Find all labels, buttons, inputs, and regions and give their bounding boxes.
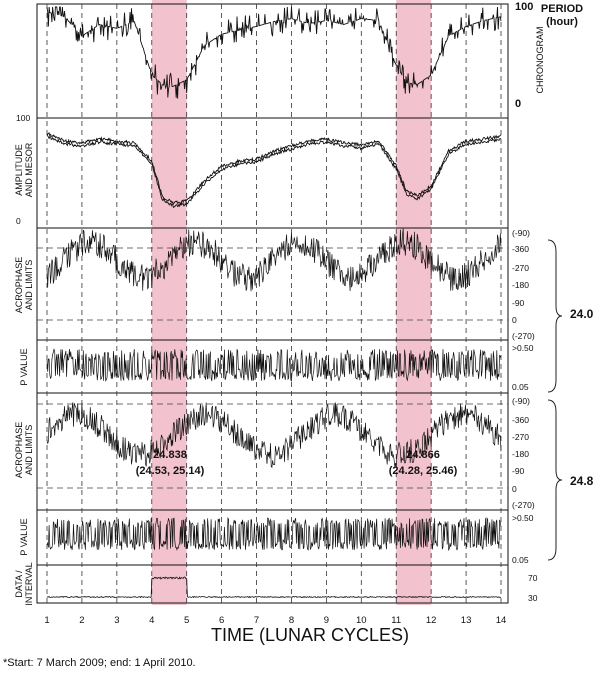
x-tick-label-10: 10 [356,615,367,626]
tick-label-acrophase1: -90 [512,298,525,308]
highlight-bands [151,0,432,605]
x-tick-label-7: 7 [254,615,259,626]
y-label-pvalue-1: P VALUE [19,348,29,385]
annotation-period-2: 24.866 [406,449,440,461]
x-tick-label-2: 2 [79,615,84,626]
y-label-chronogram: CHRONOGRAM [535,27,545,94]
panel-frames [36,3,509,604]
y-label-acrophase-1: ACROPHASE AND LIMITS [14,257,34,314]
tick-label-acrophase1: (-270) [512,331,535,341]
y-label-acrophase-1-line: AND LIMITS [24,260,34,311]
x-tick-label-12: 12 [426,615,437,626]
panel-frame-acrophase1 [36,227,509,341]
y-label-pvalue-2-line: P VALUE [19,518,29,555]
y-label-amplitude: AMPLITUDE AND MESOR [14,142,34,197]
y-label-amplitude-line: AND MESOR [24,142,34,197]
tick-label-acrophase2: -360 [512,415,529,425]
tick-label-acrophase2: (-90) [512,396,530,406]
y-label-acrophase-2-line: ACROPHASE [14,422,24,479]
tick-label-pvalue2: 0.05 [512,555,529,565]
tick-label-acrophase1: -360 [512,244,529,254]
tick-label-data_interval: 30 [528,593,538,603]
data-interval-trace [46,576,502,599]
tick-label-acrophase2: (-270) [512,500,535,510]
footnote: *Start: 7 March 2009; end: 1 April 2010. [3,657,196,669]
x-tick-label-11: 11 [391,615,401,626]
amplitude-trace [46,132,502,205]
annotation-ci-1: (24.53, 25.14) [136,465,205,477]
panel-frame-data_interval [36,564,509,604]
x-tick-label-13: 13 [461,615,472,626]
tick-label-amplitude: 100 [16,113,30,123]
y-label-acrophase-2-line: AND LIMITS [24,425,34,476]
tick-label-chronogram: 100 [515,1,533,13]
y-label-amplitude-line: AMPLITUDE [14,144,24,196]
x-tick-label-14: 14 [496,615,507,626]
tick-label-acrophase2: -270 [512,432,529,442]
y-label-data-interval-line: INTERVAL [24,562,34,605]
tick-label-acrophase1: 0 [512,315,517,325]
vertical-dashed-grid [37,4,508,603]
tick-label-chronogram: 0 [515,98,521,110]
y-label-pvalue-1-line: P VALUE [19,348,29,385]
x-tick-label-9: 9 [324,615,329,626]
axis-labels: 1 2 3 4 5 6 7 8 9 10 11 12 13 1410001000(-90)-360-270… [14,1,563,626]
brace-24-0 [547,239,563,393]
highlight-band-1 [151,0,187,605]
y-label-data-interval-line: DATA / [14,570,24,598]
tick-label-amplitude: 0 [16,216,21,226]
highlight-band-2 [396,0,432,605]
tick-label-pvalue2: >0.50 [512,513,534,523]
chronogram-period-trace [46,6,502,99]
side-label-24-8: 24.8 [570,474,594,488]
x-tick-label-3: 3 [114,615,119,626]
period-title: PERIOD [541,3,583,15]
annotation-period-1: 24.838 [153,449,187,461]
acrophase-1-trace [46,228,502,292]
tick-label-acrophase2: -90 [512,466,525,476]
tick-label-acrophase1: -180 [512,280,529,290]
x-tick-label-4: 4 [149,615,154,626]
x-axis-title: TIME (LUNAR CYCLES) [211,625,409,645]
brace-24-8 [547,399,563,561]
y-label-acrophase-1-line: ACROPHASE [14,257,24,314]
tick-label-acrophase2: 0 [512,484,517,494]
x-tick-label-1: 1 [44,615,49,626]
x-tick-label-8: 8 [289,615,294,626]
side-label-24-0: 24.0 [570,307,594,321]
pvalue-2-trace [46,516,502,552]
mesor-trace [46,134,502,209]
x-tick-label-5: 5 [184,615,189,626]
y-label-acrophase-2: ACROPHASE AND LIMITS [14,422,34,479]
acrophase-2-trace [46,402,502,469]
x-tick-label-6: 6 [219,615,224,626]
tick-label-acrophase2: -180 [512,449,529,459]
annotation-ci-2: (24.28, 25.46) [389,465,458,477]
tick-label-pvalue1: >0.50 [512,343,534,353]
y-label-pvalue-2: P VALUE [19,518,29,555]
tick-label-acrophase1: -270 [512,263,529,273]
tick-label-acrophase1: (-90) [512,228,530,238]
y-label-data-interval: DATA / INTERVAL [14,562,34,605]
data-traces [46,6,502,599]
tick-label-data_interval: 70 [528,573,538,583]
period-unit: (hour) [546,16,578,28]
y-label-chronogram-line: CHRONOGRAM [535,27,545,94]
pvalue-1-trace [46,348,502,382]
tick-label-pvalue1: 0.05 [512,382,529,392]
